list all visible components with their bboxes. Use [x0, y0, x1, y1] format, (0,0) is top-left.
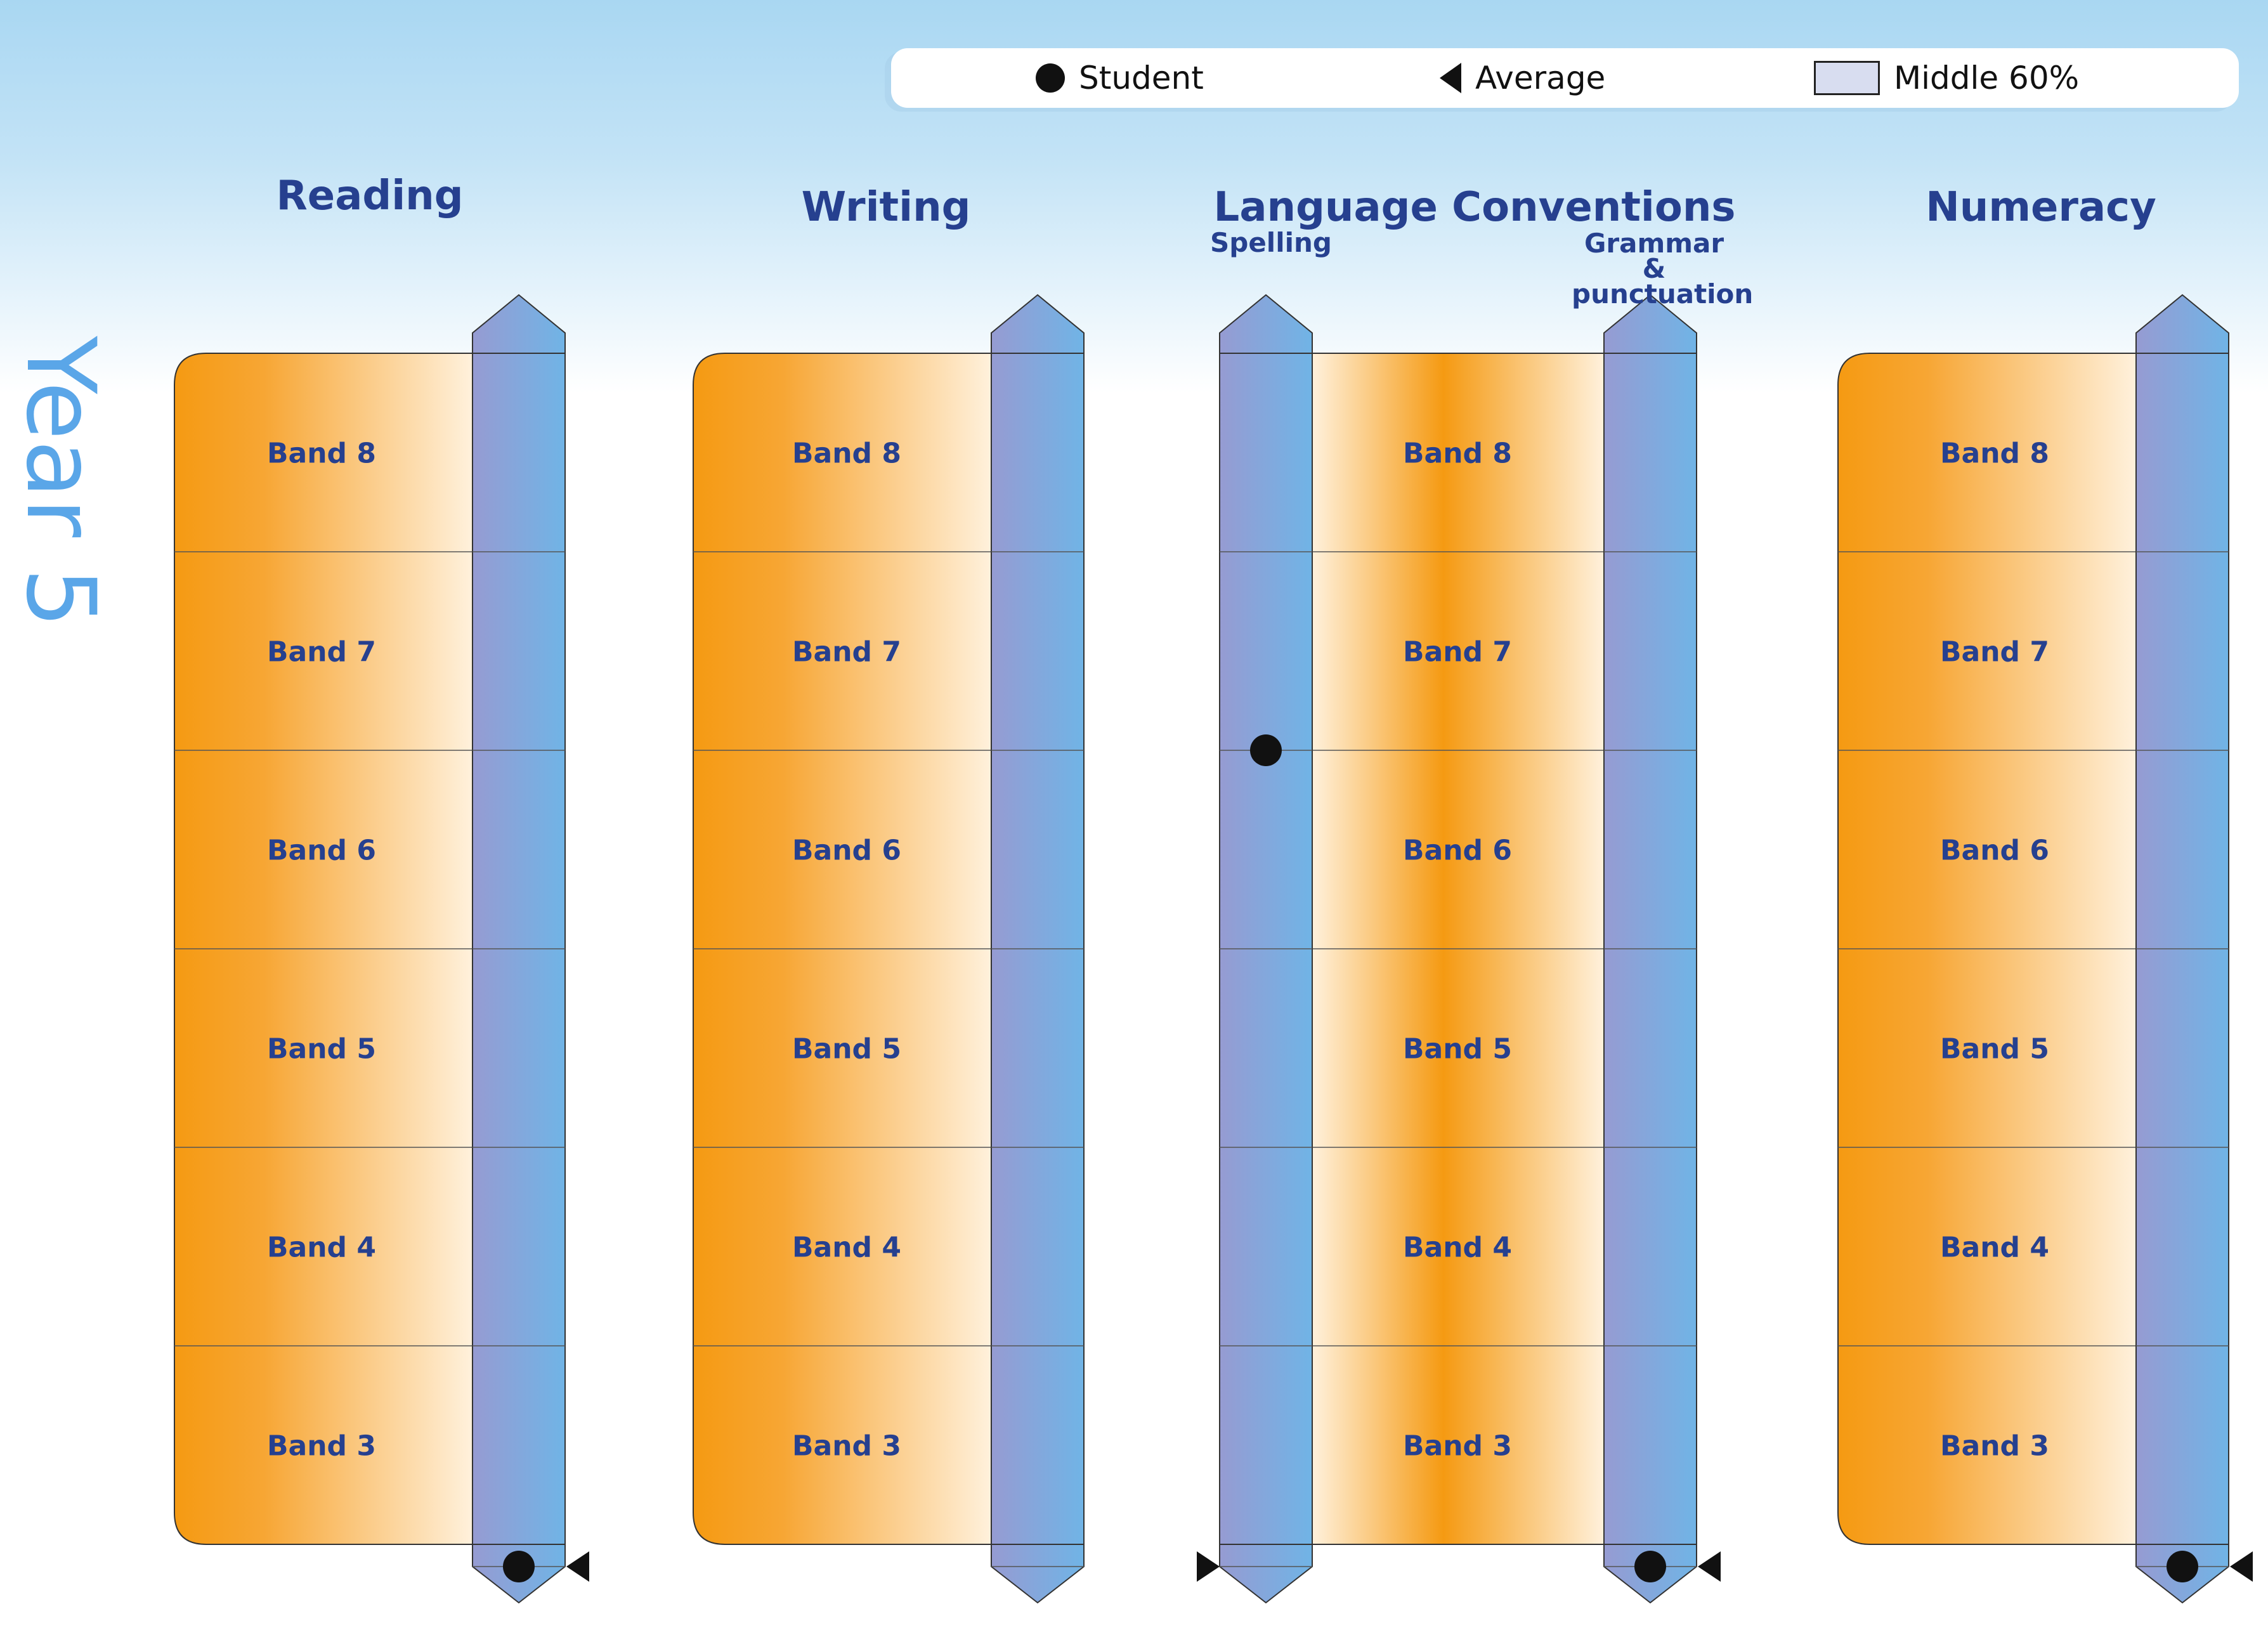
student-marker	[2167, 1551, 2198, 1582]
band-label: Band 7	[1403, 636, 1512, 668]
student-marker	[503, 1551, 535, 1582]
average-marker	[1698, 1551, 1721, 1582]
band-label: Band 4	[1403, 1232, 1512, 1264]
band-label: Band 3	[792, 1430, 901, 1463]
sub-label-grammar: Grammar & punctuation	[1572, 228, 1754, 310]
band-label: Band 6	[267, 835, 376, 867]
student-marker-icon	[1036, 63, 1065, 93]
average-marker	[566, 1551, 589, 1582]
year-label: Year 5	[5, 336, 115, 629]
band-label: Band 7	[792, 636, 901, 668]
band-label: Band 5	[1940, 1033, 2049, 1066]
band-label: Band 3	[1403, 1430, 1512, 1463]
band-label: Band 7	[1940, 636, 2049, 668]
band-label: Band 5	[792, 1033, 901, 1066]
panel-title-numeracy: Numeracy	[1926, 184, 2156, 231]
legend-average-label: Average	[1475, 60, 1606, 96]
band-label: Band 8	[267, 438, 376, 470]
band-label: Band 8	[792, 438, 901, 470]
student-marker	[1634, 1551, 1666, 1582]
panel-title-reading: Reading	[276, 173, 464, 219]
legend-student-label: Student	[1079, 60, 1204, 96]
band-label: Band 4	[1940, 1232, 2049, 1264]
average-marker-icon	[1440, 63, 1461, 93]
band-label: Band 4	[267, 1232, 376, 1264]
band-label: Band 5	[267, 1033, 376, 1066]
band-label: Band 5	[1403, 1033, 1512, 1066]
band-label: Band 3	[1940, 1430, 2049, 1463]
sub-label-spelling: Spelling	[1210, 227, 1332, 258]
panel-title-writing: Writing	[801, 184, 971, 231]
band-label: Band 7	[267, 636, 376, 668]
legend-average: Average	[1440, 48, 1605, 108]
legend-middle-label: Middle 60%	[1894, 60, 2080, 96]
band-label: Band 6	[1403, 835, 1512, 867]
panel-title-language-conventions: Language Conventions	[1213, 184, 1736, 231]
band-label: Band 8	[1403, 438, 1512, 470]
band-label: Band 6	[1940, 835, 2049, 867]
student-marker	[1250, 734, 1282, 766]
band-label: Band 6	[792, 835, 901, 867]
legend-student: Student	[1036, 48, 1204, 108]
band-label: Band 8	[1940, 438, 2049, 470]
average-marker	[1197, 1551, 1220, 1582]
average-marker	[2230, 1551, 2253, 1582]
band-label: Band 3	[267, 1430, 376, 1463]
band-label: Band 4	[792, 1232, 901, 1264]
legend: Student Average Middle 60%	[891, 48, 2239, 108]
legend-middle: Middle 60%	[1814, 48, 2079, 108]
middle-swatch-icon	[1814, 61, 1880, 95]
